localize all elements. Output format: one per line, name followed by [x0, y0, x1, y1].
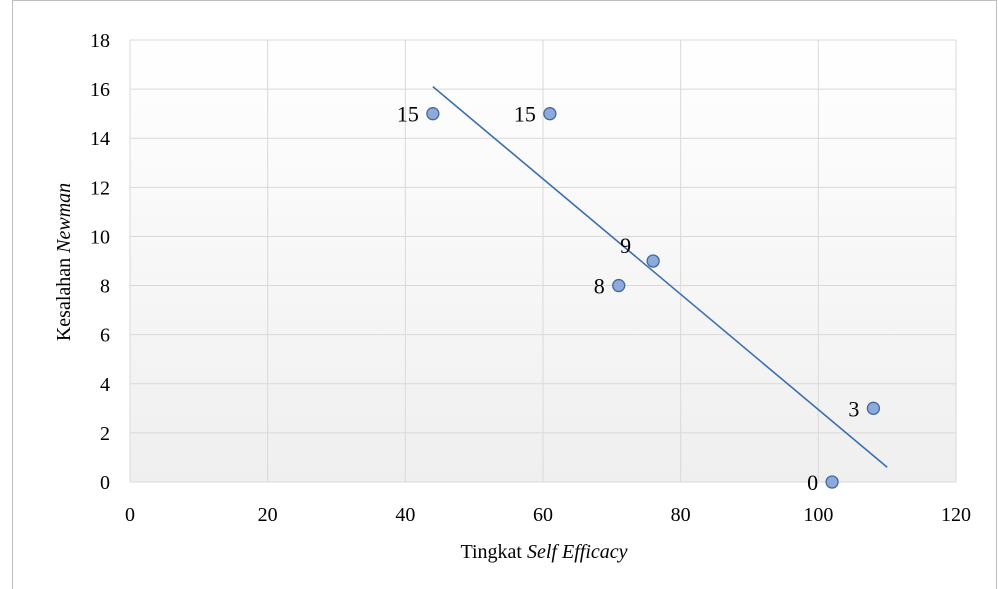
x-tick-label: 80: [671, 504, 691, 526]
x-tick-label: 0: [125, 504, 135, 526]
x-axis-title: Tingkat Self Efficacy: [460, 541, 627, 563]
scatter-point: [426, 107, 440, 121]
data-label: 15: [397, 102, 419, 127]
data-label: 9: [620, 233, 631, 258]
data-label: 8: [594, 274, 605, 299]
y-tick-label: 10: [90, 226, 110, 248]
scatter-point: [612, 278, 626, 293]
page-border: [12, 0, 997, 589]
trendline: [432, 86, 888, 468]
data-label: 3: [848, 396, 859, 421]
y-tick-label: 12: [90, 177, 110, 199]
y-tick-label: 16: [90, 79, 110, 101]
y-axis-title: Kesalahan Newman: [53, 183, 75, 341]
y-tick-label: 4: [100, 374, 110, 396]
x-tick-label: 60: [533, 504, 553, 526]
x-tick-label: 40: [395, 504, 415, 526]
scatter-point: [543, 107, 557, 121]
y-tick-label: 2: [100, 423, 110, 445]
y-tick-label: 14: [90, 128, 110, 150]
data-label: 0: [807, 470, 818, 495]
y-tick-label: 18: [90, 30, 110, 52]
x-tick-label: 100: [803, 504, 833, 526]
scatter-point: [646, 254, 660, 268]
y-tick-label: 8: [100, 276, 110, 298]
x-tick-label: 120: [941, 504, 971, 526]
y-tick-label: 6: [100, 325, 110, 347]
x-tick-label: 20: [258, 504, 278, 526]
y-tick-label: 0: [100, 472, 110, 494]
scatter-point: [866, 401, 881, 415]
scatter-point: [825, 475, 839, 489]
data-label: 15: [514, 102, 536, 127]
